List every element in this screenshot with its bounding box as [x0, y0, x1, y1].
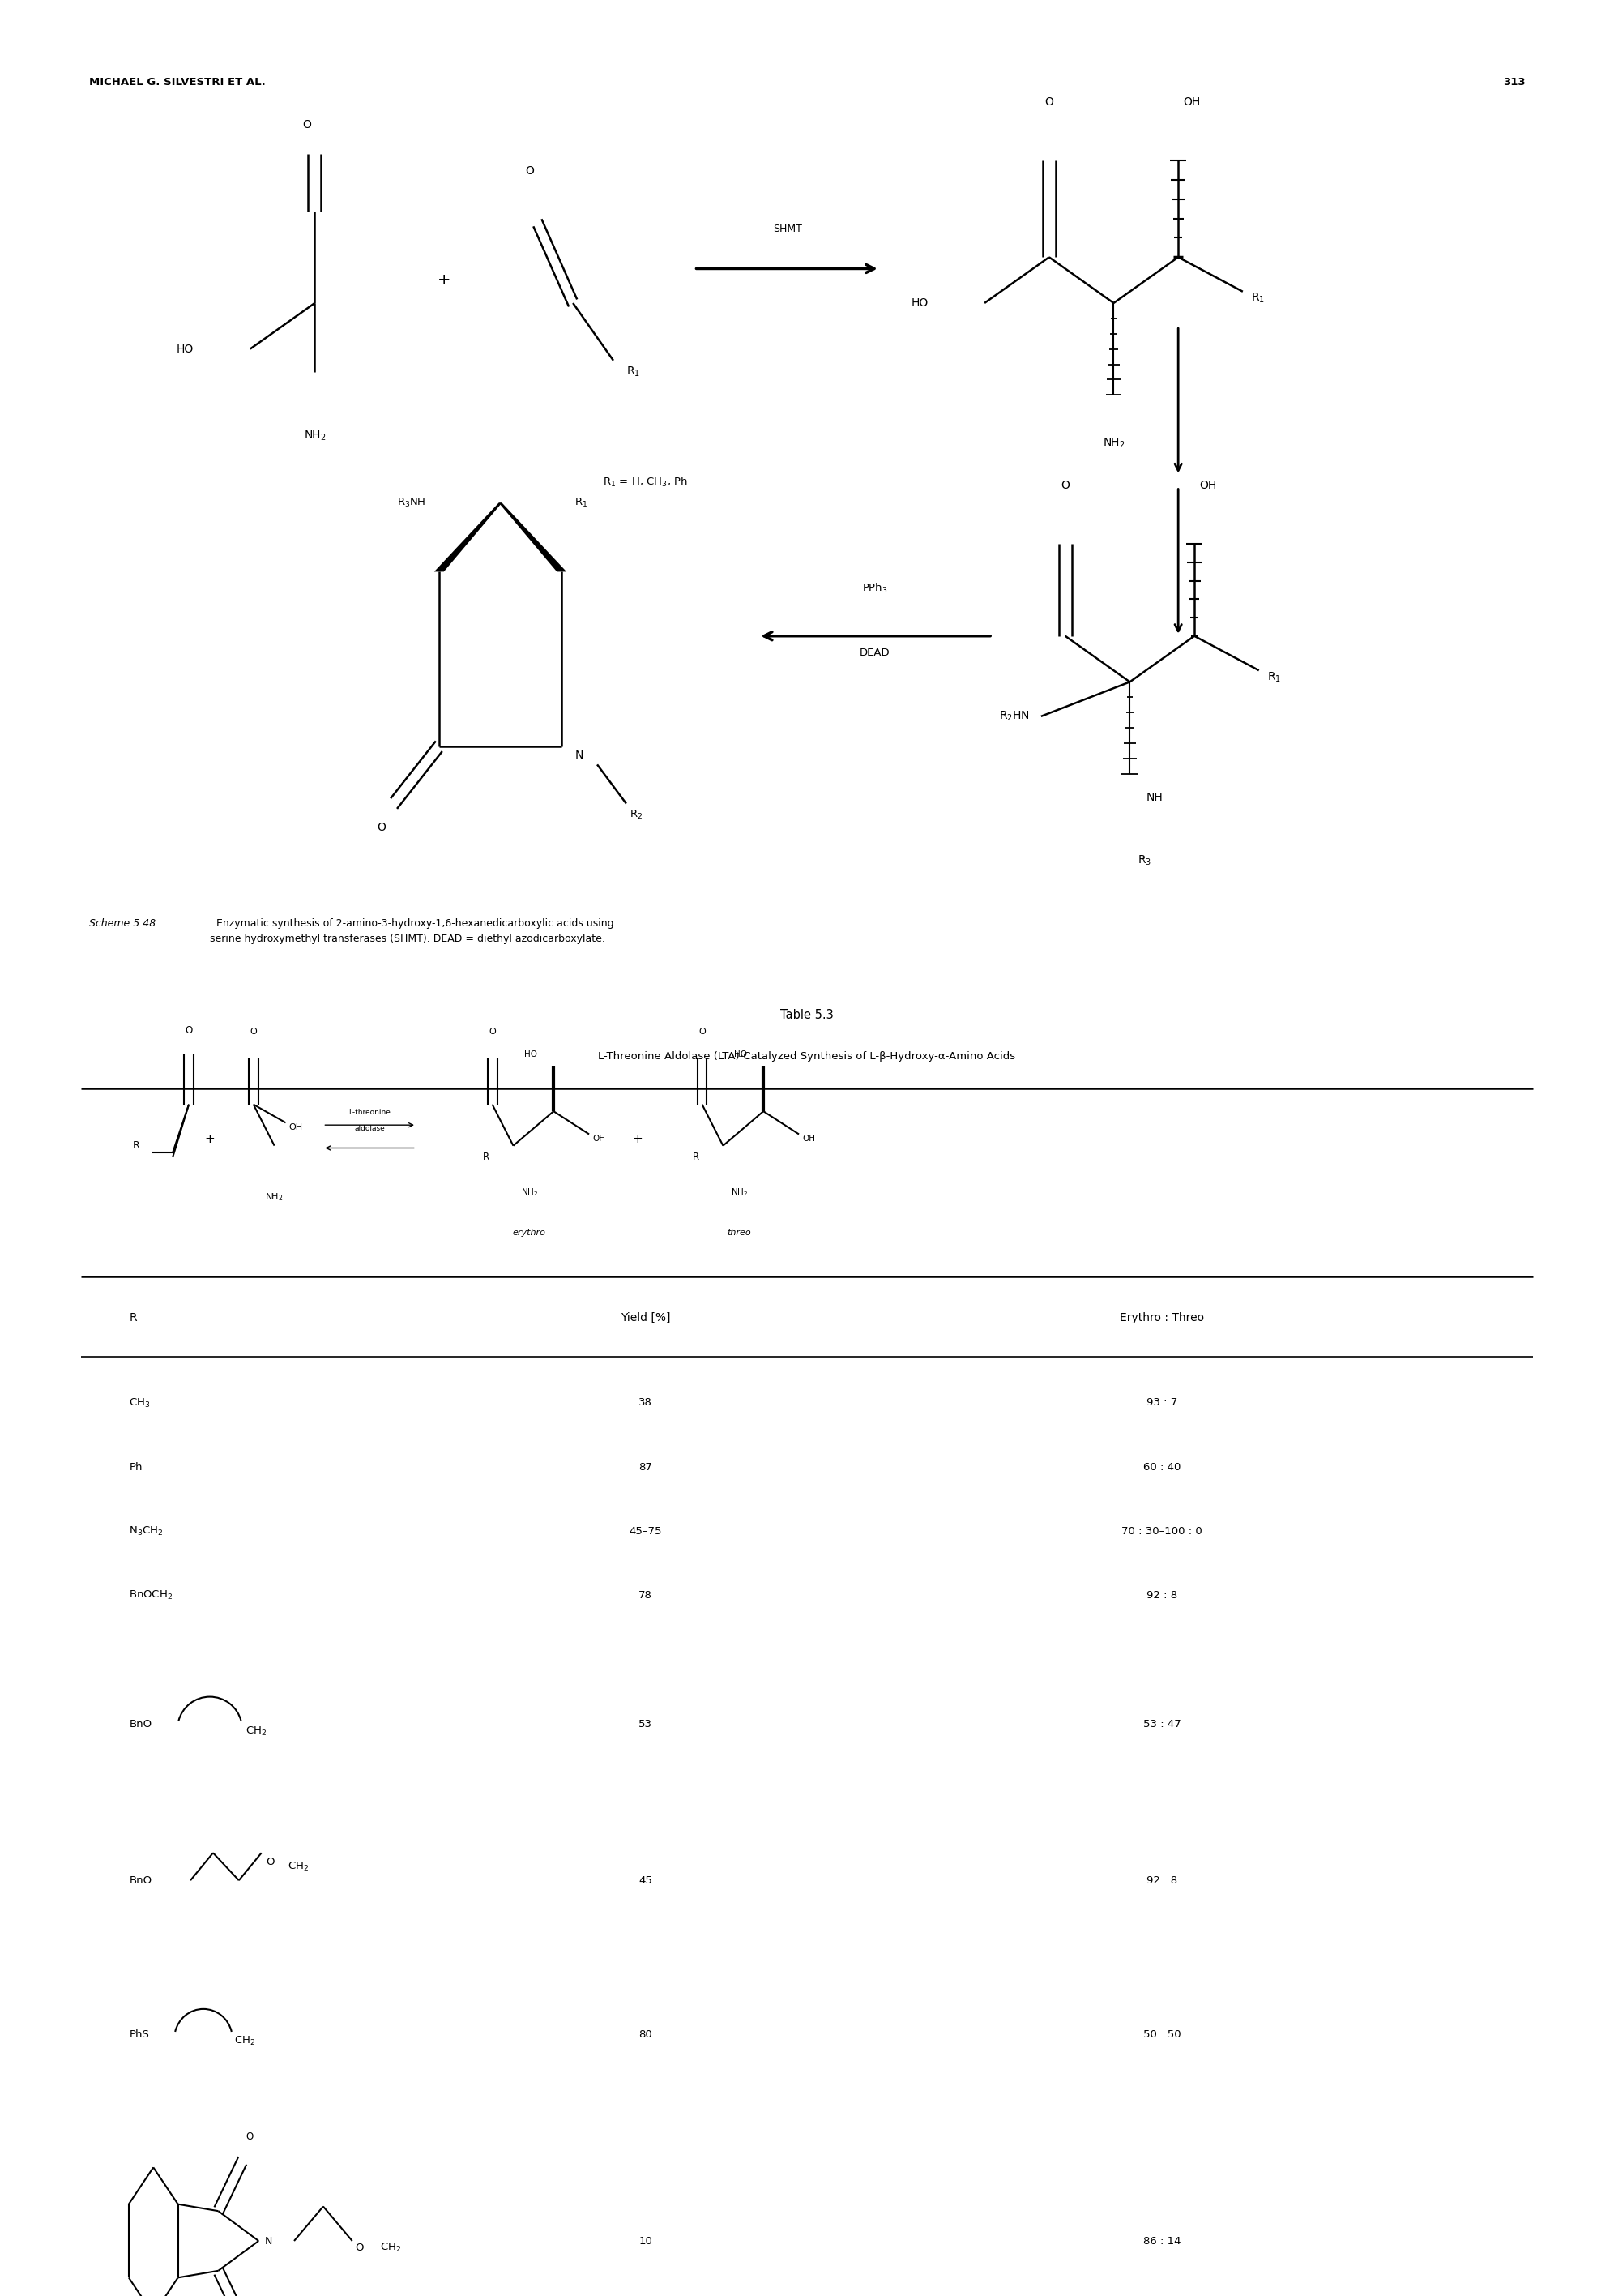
Text: Ph: Ph [129, 1463, 142, 1472]
Text: 50 : 50: 50 : 50 [1143, 2030, 1181, 2039]
Text: O: O [266, 1857, 274, 1867]
Text: Enzymatic synthesis of 2-amino-3-hydroxy-1,6-hexanedicarboxylic acids using
seri: Enzymatic synthesis of 2-amino-3-hydroxy… [210, 918, 613, 944]
Text: R: R [483, 1153, 489, 1162]
Text: 53 : 47: 53 : 47 [1143, 1720, 1181, 1729]
Text: NH$_2$: NH$_2$ [265, 1192, 284, 1203]
Polygon shape [434, 503, 502, 572]
Text: R$_1$ = H, CH$_3$, Ph: R$_1$ = H, CH$_3$, Ph [604, 475, 688, 489]
Text: O: O [525, 165, 534, 177]
Text: HO: HO [734, 1049, 747, 1058]
Text: O: O [1044, 96, 1054, 108]
Text: Yield [%]: Yield [%] [621, 1313, 670, 1322]
Text: NH: NH [1146, 792, 1162, 804]
Text: 93 : 7: 93 : 7 [1146, 1398, 1178, 1407]
Text: 92 : 8: 92 : 8 [1146, 1591, 1178, 1600]
Text: R$_1$: R$_1$ [626, 365, 641, 379]
Text: R$_3$: R$_3$ [1138, 854, 1152, 868]
Text: R: R [129, 1313, 137, 1322]
Text: OH: OH [1199, 480, 1217, 491]
Text: +: + [205, 1132, 215, 1146]
Text: 53: 53 [639, 1720, 652, 1729]
Text: BnO: BnO [129, 1876, 152, 1885]
Text: R: R [132, 1141, 139, 1150]
Text: OH: OH [1183, 96, 1201, 108]
Text: threo: threo [728, 1228, 751, 1238]
Text: 78: 78 [639, 1591, 652, 1600]
Text: BnOCH$_2$: BnOCH$_2$ [129, 1589, 173, 1603]
Text: 10: 10 [639, 2236, 652, 2245]
Text: O: O [186, 1024, 192, 1035]
Text: L-threonine: L-threonine [349, 1109, 391, 1116]
Text: DEAD: DEAD [860, 647, 889, 659]
Text: N$_3$CH$_2$: N$_3$CH$_2$ [129, 1525, 163, 1538]
Text: CH$_2$: CH$_2$ [234, 2034, 255, 2048]
Text: OH: OH [802, 1134, 815, 1143]
Text: MICHAEL G. SILVESTRI ET AL.: MICHAEL G. SILVESTRI ET AL. [89, 78, 265, 87]
Text: 92 : 8: 92 : 8 [1146, 1876, 1178, 1885]
Text: +: + [633, 1132, 642, 1146]
Text: O: O [378, 822, 386, 833]
Text: NH$_2$: NH$_2$ [1102, 436, 1125, 450]
Text: O: O [355, 2243, 365, 2252]
Text: CH$_2$: CH$_2$ [379, 2241, 400, 2255]
Text: +: + [437, 273, 450, 287]
Text: 38: 38 [639, 1398, 652, 1407]
Text: HO: HO [176, 344, 194, 354]
Text: N: N [575, 751, 583, 760]
Text: NH$_2$: NH$_2$ [303, 429, 326, 443]
Text: 313: 313 [1503, 78, 1525, 87]
Text: 60 : 40: 60 : 40 [1143, 1463, 1181, 1472]
Text: NH$_2$: NH$_2$ [731, 1187, 747, 1199]
Text: N: N [265, 2236, 273, 2245]
Text: O: O [1060, 480, 1070, 491]
Text: 70 : 30–100 : 0: 70 : 30–100 : 0 [1122, 1527, 1202, 1536]
Text: 45–75: 45–75 [629, 1527, 662, 1536]
Text: OH: OH [289, 1123, 303, 1132]
Text: BnO: BnO [129, 1720, 152, 1729]
Text: R$_2$: R$_2$ [629, 808, 642, 822]
Text: R$_1$: R$_1$ [1251, 292, 1265, 305]
Text: Table 5.3: Table 5.3 [780, 1008, 834, 1022]
Text: NH$_2$: NH$_2$ [521, 1187, 537, 1199]
Text: O: O [302, 119, 312, 131]
Text: 80: 80 [639, 2030, 652, 2039]
Text: R$_2$HN: R$_2$HN [999, 709, 1030, 723]
Text: L-Threonine Aldolase (LTA)-Catalyzed Synthesis of L-β-Hydroxy-α-Amino Acids: L-Threonine Aldolase (LTA)-Catalyzed Syn… [599, 1052, 1015, 1061]
Text: 45: 45 [639, 1876, 652, 1885]
Text: HO: HO [525, 1049, 537, 1058]
Text: aldolase: aldolase [355, 1125, 384, 1132]
Text: O: O [250, 1026, 257, 1035]
Text: R$_1$: R$_1$ [1267, 670, 1282, 684]
Text: Erythro : Threo: Erythro : Threo [1120, 1313, 1204, 1322]
Text: PhS: PhS [129, 2030, 148, 2039]
Text: R: R [692, 1153, 699, 1162]
Text: CH$_2$: CH$_2$ [245, 1724, 266, 1738]
Text: CH$_2$: CH$_2$ [287, 1860, 308, 1874]
Text: O: O [245, 2131, 253, 2142]
Text: PPh$_3$: PPh$_3$ [862, 581, 888, 595]
Text: R$_1$: R$_1$ [575, 496, 587, 510]
Text: 87: 87 [639, 1463, 652, 1472]
Polygon shape [499, 503, 567, 572]
Text: OH: OH [592, 1134, 605, 1143]
Text: CH$_3$: CH$_3$ [129, 1396, 150, 1410]
Text: HO: HO [910, 298, 928, 308]
Text: SHMT: SHMT [773, 223, 802, 234]
Text: O: O [489, 1026, 495, 1035]
Text: Scheme 5.48.: Scheme 5.48. [89, 918, 158, 930]
Text: erythro: erythro [513, 1228, 546, 1238]
Text: O: O [699, 1026, 705, 1035]
Text: 86 : 14: 86 : 14 [1143, 2236, 1181, 2245]
Text: R$_3$NH: R$_3$NH [397, 496, 426, 510]
